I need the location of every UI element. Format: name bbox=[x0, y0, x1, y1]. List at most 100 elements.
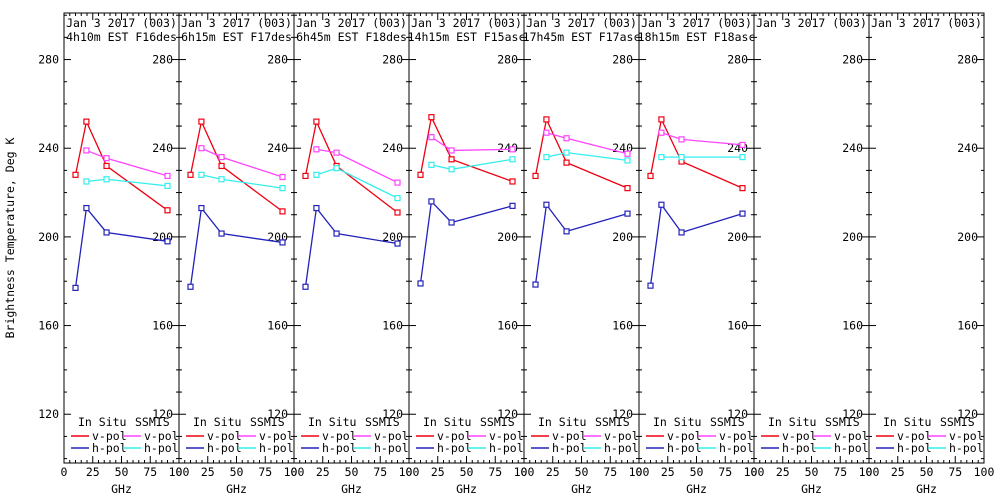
legend-label: v-pol bbox=[489, 429, 524, 443]
series-line bbox=[431, 158, 513, 170]
data-point-marker bbox=[302, 283, 309, 290]
panel-title: Jan 3 2017 (003) bbox=[411, 16, 522, 30]
data-point-marker bbox=[164, 172, 171, 180]
y-tick-label: 200 bbox=[957, 230, 978, 244]
series-in-situ-v-pol bbox=[417, 114, 516, 185]
y-tick-label: 240 bbox=[152, 141, 173, 155]
legend-label: h-pol bbox=[667, 441, 702, 455]
x-tick-label: 100 bbox=[744, 465, 765, 479]
legend-header-ssmis: SSMIS bbox=[250, 415, 285, 429]
panel-subtitle: 17h45m EST F17asc bbox=[523, 30, 641, 44]
x-tick-label: 100 bbox=[974, 465, 995, 479]
data-point-marker bbox=[313, 146, 320, 153]
data-point-marker bbox=[313, 118, 320, 125]
panel-title: Jan 3 2017 (003) bbox=[296, 16, 407, 30]
legend-label: h-pol bbox=[437, 441, 472, 455]
x-tick-label: 0 bbox=[521, 465, 528, 479]
series-ssmis-h-pol bbox=[658, 153, 746, 161]
series-line bbox=[316, 167, 398, 199]
x-tick-label: 75 bbox=[718, 465, 732, 479]
y-tick-label: 200 bbox=[727, 230, 748, 244]
panel-title: Jan 3 2017 (003) bbox=[181, 16, 292, 30]
panel-title: Jan 3 2017 (003) bbox=[756, 16, 867, 30]
x-tick-label: 25 bbox=[316, 465, 330, 479]
x-tick-label: 50 bbox=[575, 465, 589, 479]
legend-label: h-pol bbox=[92, 441, 127, 455]
data-point-marker bbox=[624, 150, 631, 157]
data-point-marker bbox=[187, 171, 194, 178]
data-point-marker bbox=[394, 179, 401, 186]
legend-label: h-pol bbox=[949, 441, 984, 455]
series-line bbox=[74, 206, 168, 288]
y-tick-label: 160 bbox=[727, 319, 748, 333]
series-in-situ-h-pol bbox=[417, 198, 516, 287]
legend-label: h-pol bbox=[834, 441, 869, 455]
data-point-marker bbox=[647, 172, 654, 180]
x-tick-label: 25 bbox=[201, 465, 215, 479]
x-tick-label: 0 bbox=[406, 465, 413, 479]
x-tick-label: 100 bbox=[284, 465, 305, 479]
data-point-marker bbox=[658, 116, 665, 123]
data-point-marker bbox=[647, 282, 654, 289]
data-point-marker bbox=[333, 149, 340, 156]
data-point-marker bbox=[218, 162, 225, 170]
series-line bbox=[189, 119, 283, 212]
x-tick-label: 25 bbox=[546, 465, 560, 479]
data-point-marker bbox=[678, 153, 685, 161]
legend-header-ssmis: SSMIS bbox=[710, 415, 745, 429]
data-point-marker bbox=[428, 114, 435, 121]
x-tick-label: 100 bbox=[399, 465, 420, 479]
panel-7: 120 160 200 240 280 0 25 50 75 100 GHz Jan 3 2017 (… bbox=[751, 12, 880, 496]
x-axis-label: GHz bbox=[226, 482, 247, 496]
x-axis-label: GHz bbox=[916, 482, 937, 496]
data-point-marker bbox=[509, 202, 516, 209]
y-tick-label: 280 bbox=[957, 53, 978, 67]
data-point-marker bbox=[563, 149, 570, 156]
legend-label: v-pol bbox=[667, 429, 702, 443]
y-tick-label: 280 bbox=[727, 53, 748, 67]
x-tick-label: 50 bbox=[345, 465, 359, 479]
data-point-marker bbox=[302, 172, 309, 180]
legend-label: h-pol bbox=[207, 441, 242, 455]
data-point-marker bbox=[563, 228, 570, 235]
legend-label: v-pol bbox=[374, 429, 409, 443]
legend-label: h-pol bbox=[144, 441, 179, 455]
legend-header-ssmis: SSMIS bbox=[595, 415, 630, 429]
series-in-situ-v-pol bbox=[187, 118, 286, 215]
data-point-marker bbox=[103, 176, 110, 183]
data-point-marker bbox=[428, 161, 435, 168]
series-ssmis-h-pol bbox=[198, 171, 286, 192]
x-tick-label: 50 bbox=[115, 465, 129, 479]
legend-header-in-situ: In Situ bbox=[193, 415, 241, 429]
y-axis-title: Brightness Temperature, Deg K bbox=[3, 138, 17, 339]
panel-subtitle: 18h15m EST F18asc bbox=[638, 30, 756, 44]
x-tick-label: 0 bbox=[636, 465, 643, 479]
series-ssmis-v-pol bbox=[83, 147, 171, 180]
x-axis-label: GHz bbox=[801, 482, 822, 496]
legend-label: v-pol bbox=[144, 429, 179, 443]
x-tick-label: 100 bbox=[859, 465, 880, 479]
data-point-marker bbox=[448, 219, 455, 226]
data-point-marker bbox=[624, 157, 631, 164]
data-point-marker bbox=[532, 281, 539, 288]
data-point-marker bbox=[428, 198, 435, 205]
y-tick-label: 280 bbox=[152, 53, 173, 67]
y-tick-label: 160 bbox=[497, 319, 518, 333]
x-tick-label: 0 bbox=[176, 465, 183, 479]
series-line bbox=[419, 199, 513, 284]
x-axis-label: GHz bbox=[571, 482, 592, 496]
data-point-marker bbox=[658, 153, 665, 161]
legend-label: h-pol bbox=[604, 441, 639, 455]
legend-label: h-pol bbox=[782, 441, 817, 455]
series-ssmis-h-pol bbox=[313, 165, 401, 202]
x-tick-label: 75 bbox=[833, 465, 847, 479]
x-axis-label: GHz bbox=[456, 482, 477, 496]
